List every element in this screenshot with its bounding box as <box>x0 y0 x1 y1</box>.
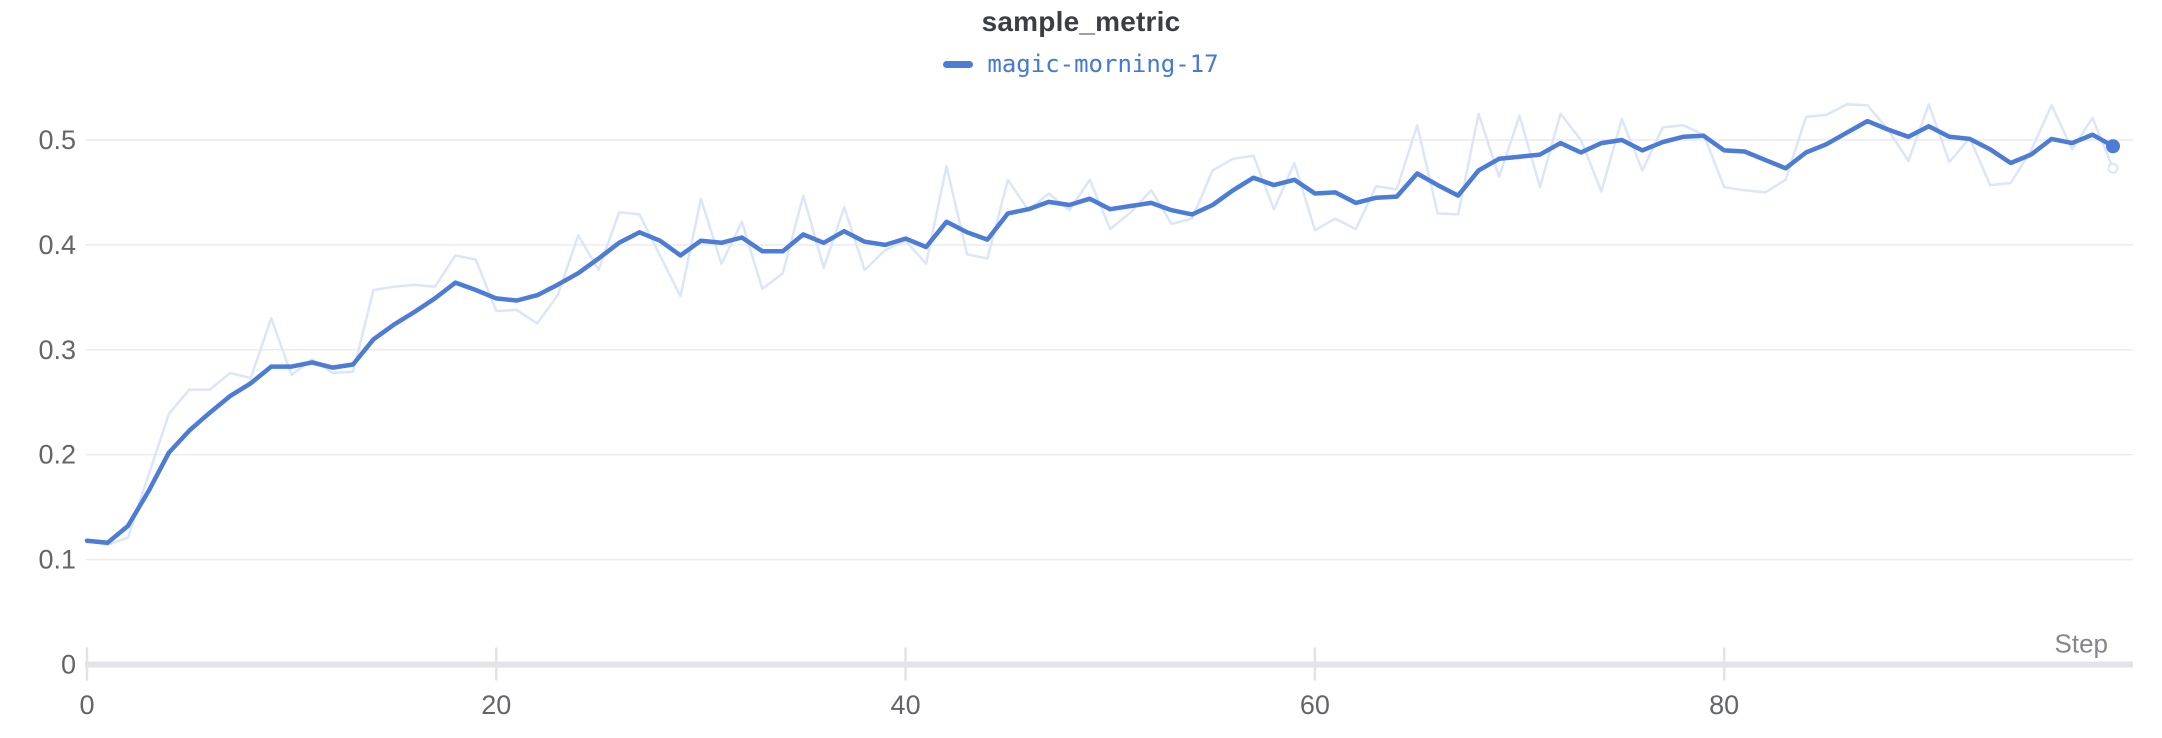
y-tick-label: 0.2 <box>38 440 76 470</box>
legend-item[interactable]: magic-morning-17 <box>943 50 1219 78</box>
smoothed-endpoint-marker[interactable] <box>2106 139 2120 154</box>
y-tick-label: 0.5 <box>38 125 76 155</box>
x-tick-label: 40 <box>891 690 921 720</box>
legend: magic-morning-17 <box>0 50 2162 78</box>
x-tick-label: 60 <box>1300 690 1330 720</box>
legend-line-swatch-icon <box>943 60 974 68</box>
x-tick-label: 0 <box>79 690 94 720</box>
y-tick-label: 0.1 <box>38 545 76 575</box>
chart-header: sample_metric magic-morning-17 <box>0 0 2162 78</box>
chart-title: sample_metric <box>981 6 1181 37</box>
x-tick-label: 20 <box>481 690 511 720</box>
y-tick-label: 0.4 <box>38 230 76 260</box>
x-tick-label: 80 <box>1709 690 1739 720</box>
y-tick-label: 0 <box>61 650 76 680</box>
y-tick-label: 0.3 <box>38 335 76 365</box>
smoothed-line <box>84 118 2116 546</box>
x-axis-line <box>85 661 2133 668</box>
x-axis-title: Step <box>2055 629 2109 659</box>
legend-run-name: magic-morning-17 <box>987 50 1219 78</box>
raw-endpoint-marker <box>2107 162 2119 174</box>
